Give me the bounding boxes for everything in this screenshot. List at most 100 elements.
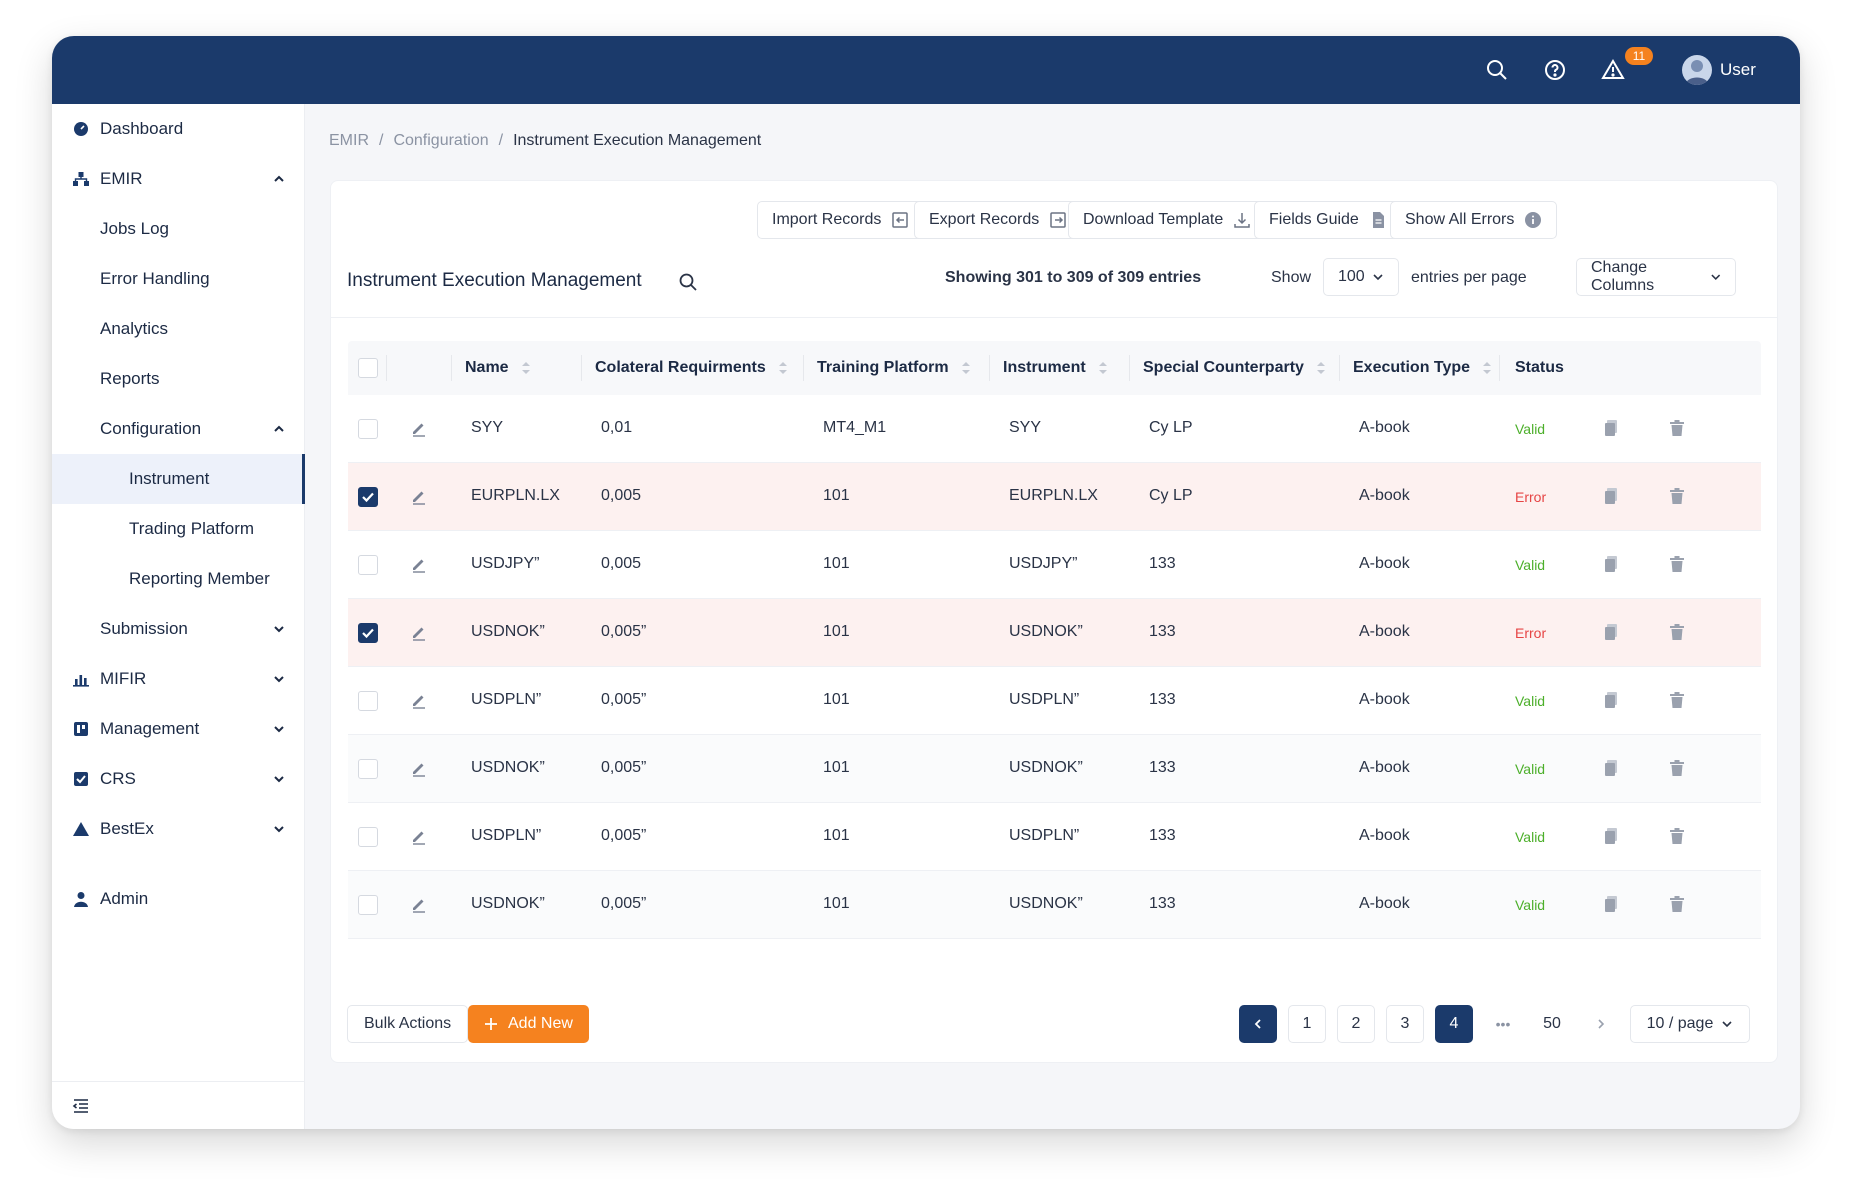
cell-platform: 101 [823, 487, 850, 504]
copy-icon[interactable] [1602, 827, 1620, 845]
row-checkbox[interactable] [358, 623, 378, 643]
edit-icon[interactable] [410, 555, 428, 573]
cell-instrument: USDPLN” [1009, 827, 1080, 844]
entries-per-page-label: entries per page [1411, 269, 1527, 286]
fields-guide-button[interactable]: Fields Guide [1254, 201, 1402, 239]
trash-icon[interactable] [1668, 623, 1686, 641]
cell-collateral: 0,005” [601, 691, 647, 708]
page-50-button[interactable]: 50 [1533, 1005, 1571, 1043]
export-records-button[interactable]: Export Records [914, 201, 1083, 239]
alert-icon[interactable] [1601, 58, 1625, 82]
cell-counterparty: 133 [1149, 555, 1176, 572]
user-avatar-icon [1685, 60, 1709, 85]
prev-page-button[interactable] [1239, 1005, 1277, 1043]
import-records-button[interactable]: Import Records [757, 201, 925, 239]
help-icon[interactable] [1543, 58, 1567, 82]
sidebar-item-configuration[interactable]: Configuration [52, 404, 305, 454]
sidebar-item-reporting-member[interactable]: Reporting Member [52, 554, 305, 604]
trash-icon[interactable] [1668, 555, 1686, 573]
user-name[interactable]: User [1720, 60, 1756, 79]
records-table: Name Colateral Requirments Training Plat… [348, 341, 1761, 939]
column-header-collateral[interactable]: Colateral Requirments [581, 341, 788, 395]
trash-icon[interactable] [1668, 419, 1686, 437]
trash-icon[interactable] [1668, 827, 1686, 845]
column-header-instrument[interactable]: Instrument [989, 341, 1108, 395]
sidebar-item-admin[interactable]: Admin [52, 874, 305, 924]
page-3-button[interactable]: 3 [1386, 1005, 1424, 1043]
status-badge: Valid [1515, 421, 1546, 437]
sidebar-item-instrument[interactable]: Instrument [52, 454, 305, 504]
column-header-counterparty[interactable]: Special Counterparty [1129, 341, 1326, 395]
row-checkbox[interactable] [358, 487, 378, 507]
trash-icon[interactable] [1668, 487, 1686, 505]
row-checkbox[interactable] [358, 555, 378, 575]
row-checkbox[interactable] [358, 691, 378, 711]
sidebar-item-error-handling[interactable]: Error Handling [52, 254, 305, 304]
sidebar-item-analytics[interactable]: Analytics [52, 304, 305, 354]
table-row: USDPLN” 0,005” 101 USDPLN” 133 A-book Va… [348, 803, 1761, 871]
edit-icon[interactable] [410, 691, 428, 709]
column-header-platform[interactable]: Training Platform [803, 341, 971, 395]
chevron-right-icon [1598, 1019, 1605, 1029]
search-icon[interactable] [1485, 58, 1509, 82]
button-label: Add New [508, 1015, 573, 1032]
dashboard-icon [74, 122, 88, 136]
column-header-name[interactable]: Name [451, 341, 531, 395]
row-checkbox[interactable] [358, 827, 378, 847]
page-1-button[interactable]: 1 [1288, 1005, 1326, 1043]
copy-icon[interactable] [1602, 487, 1620, 505]
sidebar-item-submission[interactable]: Submission [52, 604, 305, 654]
sidebar-item-trading-platform[interactable]: Trading Platform [52, 504, 305, 554]
column-label: Execution Type [1353, 359, 1471, 376]
edit-icon[interactable] [410, 827, 428, 845]
avatar[interactable] [1682, 55, 1712, 85]
edit-icon[interactable] [410, 623, 428, 641]
page-size-select[interactable]: 10 / page [1630, 1005, 1750, 1043]
edit-icon[interactable] [410, 895, 428, 913]
show-label: Show [1271, 269, 1312, 286]
edit-icon[interactable] [410, 487, 428, 505]
trash-icon[interactable] [1668, 691, 1686, 709]
show-all-errors-button[interactable]: Show All Errors [1390, 201, 1558, 239]
collapse-menu-icon[interactable] [72, 1097, 90, 1115]
row-checkbox[interactable] [358, 419, 378, 439]
trash-icon[interactable] [1668, 895, 1686, 913]
change-columns-select[interactable]: Change Columns [1576, 258, 1736, 296]
edit-icon[interactable] [410, 759, 428, 777]
breadcrumb-configuration[interactable]: Configuration [393, 132, 489, 149]
sidebar-item-crs[interactable]: CRS [52, 754, 305, 804]
breadcrumb-emir[interactable]: EMIR [329, 132, 369, 149]
row-checkbox[interactable] [358, 759, 378, 779]
row-checkbox[interactable] [358, 895, 378, 915]
edit-icon[interactable] [410, 419, 428, 437]
copy-icon[interactable] [1602, 691, 1620, 709]
download-template-button[interactable]: Download Template [1068, 201, 1267, 239]
sidebar-item-reports[interactable]: Reports [52, 354, 305, 404]
entries-per-page-select[interactable]: 100 [1323, 258, 1399, 296]
sidebar-item-bestex[interactable]: BestEx [52, 804, 305, 854]
copy-icon[interactable] [1602, 759, 1620, 777]
add-new-button[interactable]: Add New [468, 1005, 589, 1043]
bulk-actions-button[interactable]: Bulk Actions [347, 1005, 469, 1043]
copy-icon[interactable] [1602, 895, 1620, 913]
column-header-execution[interactable]: Execution Type [1339, 341, 1492, 395]
page-4-button[interactable]: 4 [1435, 1005, 1473, 1043]
copy-icon[interactable] [1602, 555, 1620, 573]
sidebar-item-jobs-log[interactable]: Jobs Log [52, 204, 305, 254]
sidebar-item-emir[interactable]: EMIR [52, 154, 305, 204]
copy-icon[interactable] [1602, 419, 1620, 437]
cell-instrument: SYY [1009, 419, 1042, 436]
sidebar-item-management[interactable]: Management [52, 704, 305, 754]
chevron-left-icon [1254, 1019, 1261, 1029]
sidebar-item-dashboard[interactable]: Dashboard [52, 104, 305, 154]
select-all-checkbox[interactable] [358, 358, 378, 378]
page-2-button[interactable]: 2 [1337, 1005, 1375, 1043]
search-icon[interactable] [678, 272, 698, 292]
trash-icon[interactable] [1668, 759, 1686, 777]
chevron-down-icon [274, 776, 284, 783]
next-page-button[interactable] [1582, 1005, 1620, 1043]
pagination-ellipsis[interactable]: ••• [1484, 1005, 1522, 1043]
sidebar-item-mifir[interactable]: MIFIR [52, 654, 305, 704]
select-value: 10 / page [1646, 1015, 1714, 1032]
copy-icon[interactable] [1602, 623, 1620, 641]
